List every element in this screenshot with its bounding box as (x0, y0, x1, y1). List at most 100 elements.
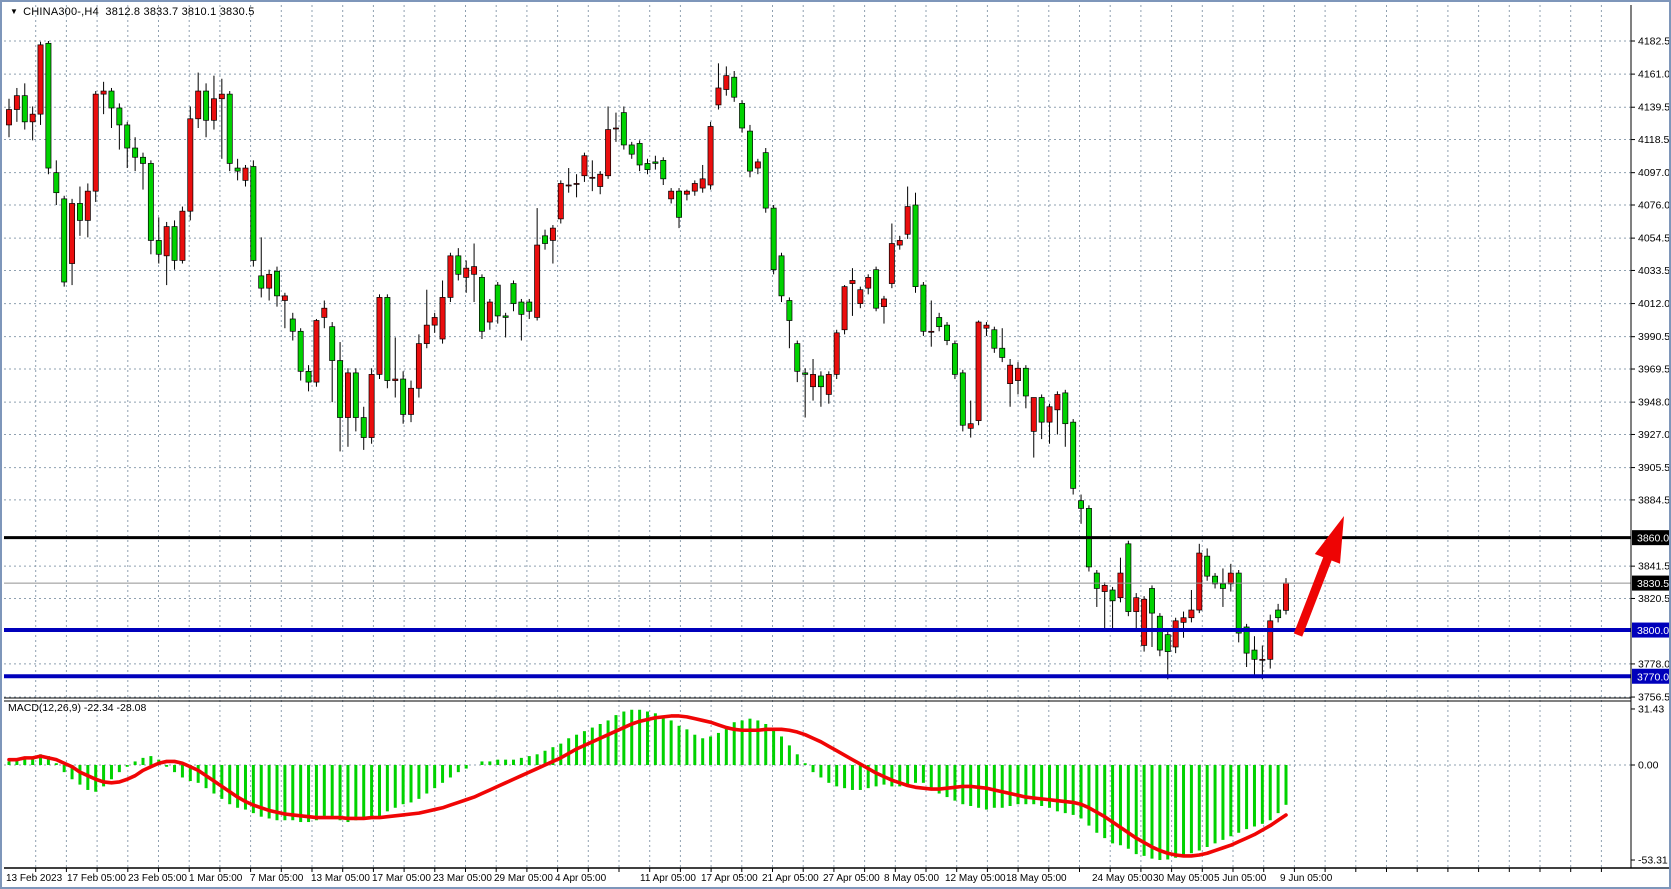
bull-candle (1227, 572, 1234, 585)
bear-candle (147, 163, 154, 241)
price-badge-label: 3770.0 (1637, 671, 1669, 683)
bull-candle (881, 298, 887, 308)
time-axis-label: 29 Mar 05:00 (494, 873, 553, 884)
bull-candle (1054, 394, 1061, 411)
bull-candle (754, 161, 761, 169)
price-tick-label: 3884.5 (1638, 494, 1670, 506)
price-tick-label: 3969.5 (1638, 364, 1670, 376)
bull-candle (13, 95, 20, 110)
bull-candle (841, 286, 848, 331)
bull-candle (810, 374, 816, 388)
bull-candle (668, 190, 675, 200)
bull-candle (549, 227, 556, 241)
symbol-dropdown-icon[interactable]: ▼ (10, 7, 19, 16)
bull-candle (605, 129, 612, 177)
bull-candle (967, 423, 974, 429)
bull-candle (865, 277, 872, 289)
bull-candle (321, 307, 328, 318)
bear-candle (61, 198, 68, 283)
bear-candle (1219, 583, 1226, 589)
trend-arrow-shaft[interactable] (1293, 551, 1334, 637)
price-tick-label: 4161.0 (1638, 69, 1670, 81)
bear-candle (762, 152, 769, 209)
time-axis-label: 27 Apr 05:00 (823, 873, 880, 884)
ohlc-readout: 3812.8 3833.7 3810.1 3830.5 (105, 6, 255, 18)
bull-candle (1046, 406, 1053, 423)
time-axis-label: 9 Jun 05:00 (1280, 873, 1333, 884)
bull-candle (565, 184, 572, 187)
time-axis-label: 21 Apr 05:00 (762, 873, 819, 884)
bull-candle (597, 173, 604, 187)
price-badge-label: 3860.0 (1637, 533, 1669, 545)
bull-candle (888, 243, 895, 284)
bear-candle (999, 347, 1006, 358)
bull-candle (92, 93, 99, 192)
price-badge-label: 3800.0 (1637, 625, 1669, 637)
bull-candle (100, 90, 107, 95)
bear-candle (1164, 634, 1171, 652)
bull-candle (1141, 598, 1148, 646)
bear-candle (45, 42, 52, 169)
bear-candle (1022, 367, 1029, 397)
price-badge (1632, 622, 1669, 638)
price-tick-label: 4118.5 (1638, 134, 1669, 146)
bull-candle (195, 90, 202, 120)
macd-tick-label: 31.43 (1638, 703, 1664, 715)
bull-candle (1030, 397, 1037, 432)
bull-candle (486, 301, 493, 323)
bear-candle (620, 112, 627, 146)
bull-candle (37, 44, 44, 115)
price-tick-label: 3841.5 (1638, 561, 1670, 573)
bear-candle (747, 130, 753, 172)
bear-candle (384, 297, 391, 381)
bear-candle (510, 283, 517, 304)
bull-candle (281, 295, 288, 301)
bear-candle (455, 255, 462, 275)
bear-candle (770, 207, 777, 271)
bear-candle (289, 318, 296, 332)
price-badge (1632, 668, 1669, 684)
bull-candle (1283, 582, 1289, 611)
bear-candle (53, 172, 60, 194)
bear-candle (786, 300, 793, 321)
bull-candle (1259, 658, 1266, 661)
bear-candle (920, 284, 927, 332)
bull-candle (313, 320, 320, 383)
price-tick-label: 4033.5 (1638, 265, 1670, 277)
bear-candle (676, 190, 682, 218)
bear-candle (936, 317, 943, 328)
time-axis-label: 11 Apr 05:00 (640, 873, 696, 884)
bear-candle (794, 343, 801, 372)
bear-candle (329, 326, 336, 361)
bull-candle (857, 289, 864, 304)
bear-candle (1093, 572, 1100, 589)
price-badge-label: 3830.5 (1637, 578, 1669, 590)
bear-candle (502, 315, 509, 318)
bear-candle (644, 163, 651, 170)
bull-candle (463, 267, 470, 278)
symbol-info: ▼ CHINA300-,H4 3812.8 3833.7 3810.1 3830.… (10, 6, 255, 18)
price-badge (1632, 575, 1669, 591)
time-axis-label: 23 Feb 05:00 (128, 873, 187, 884)
bull-candle (447, 255, 454, 298)
bull-candle (589, 176, 596, 179)
bear-candle (1038, 397, 1045, 423)
trend-arrow-head[interactable] (1314, 516, 1344, 564)
macd-indicator-label: MACD(12,26,9) -22.34 -28.08 (8, 702, 147, 714)
bull-candle (557, 183, 564, 220)
bull-candle (345, 372, 351, 418)
bull-candle (699, 178, 706, 189)
bear-candle (1275, 609, 1282, 619)
bull-candle (431, 317, 438, 326)
bear-candle (1156, 615, 1163, 651)
price-tick-label: 3905.5 (1638, 462, 1670, 474)
bull-candle (415, 343, 422, 389)
time-axis-label: 17 Mar 05:00 (372, 873, 431, 884)
price-tick-label: 3820.5 (1638, 593, 1670, 605)
bear-candle (1251, 649, 1258, 660)
price-tick-label: 4012.0 (1638, 298, 1670, 310)
symbol-name: CHINA300-,H4 (23, 6, 99, 18)
bear-candle (731, 76, 738, 98)
